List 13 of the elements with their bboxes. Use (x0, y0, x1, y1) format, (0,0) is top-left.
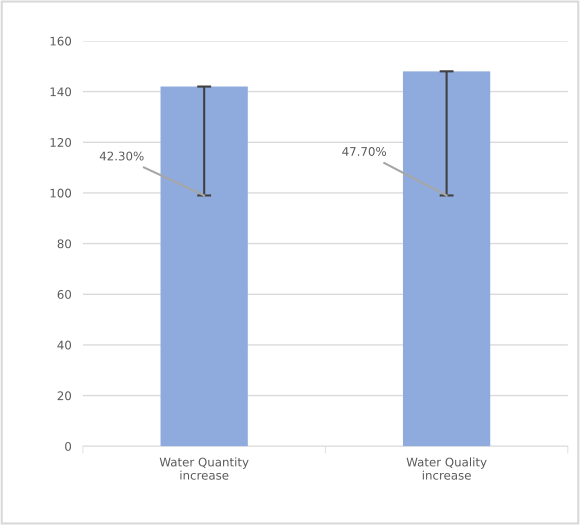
y-tick-label: 140 (50, 87, 72, 96)
y-tick-label: 80 (58, 239, 72, 248)
annotation: 47.70% (342, 147, 386, 156)
y-tick-label: 60 (58, 290, 72, 299)
y-tick-label: 0 (65, 442, 72, 451)
y-tick-label: 20 (58, 391, 72, 400)
y-tick-label: 40 (57, 340, 72, 350)
y-tick-label: 100 (50, 188, 72, 198)
x-tick-label: Water Quantity increase (160, 457, 249, 480)
y-tick-label: 160 (50, 36, 72, 46)
y-tick-label: 120 (50, 138, 72, 147)
annotation: 42.30% (100, 152, 144, 161)
x-tick-label: Water Quality increase (406, 457, 487, 480)
